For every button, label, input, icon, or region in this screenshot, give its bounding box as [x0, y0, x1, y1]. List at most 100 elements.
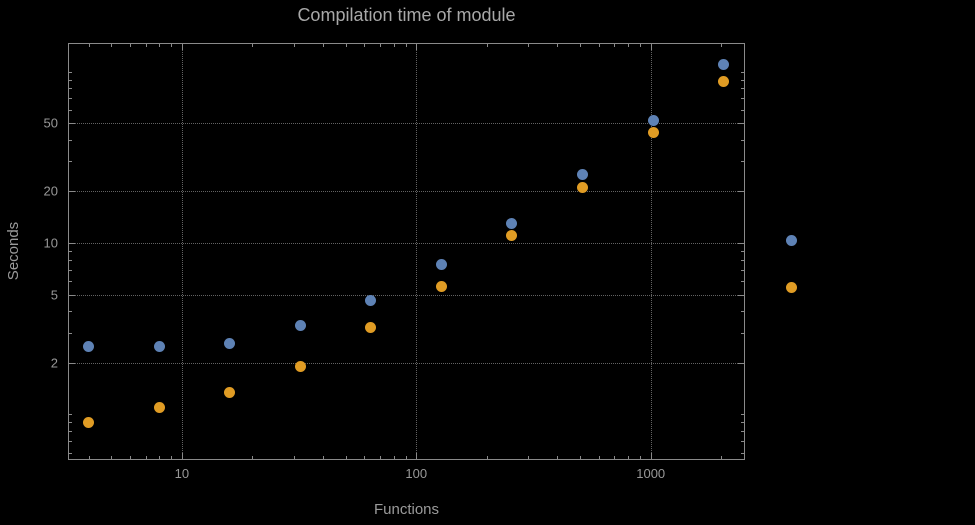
y-tick-mark [741, 431, 744, 433]
y-tick-mark [738, 191, 744, 193]
x-tick-mark [721, 456, 723, 459]
y-tick-mark [741, 332, 744, 334]
x-tick-mark [252, 44, 254, 47]
x-gridline [181, 44, 183, 459]
x-tick-mark [252, 456, 254, 459]
y-tick-mark [69, 259, 72, 261]
x-tick-mark [393, 456, 395, 459]
x-tick-mark [486, 44, 488, 47]
data-point-orange [83, 416, 95, 428]
y-tick-mark [741, 269, 744, 271]
x-tick-mark [171, 44, 173, 47]
x-tick-label: 1000 [636, 466, 666, 481]
x-tick-mark [111, 44, 113, 47]
y-gridline [69, 294, 744, 296]
legend-marker-blue [786, 235, 797, 246]
y-tick-mark [69, 123, 75, 125]
y-tick-mark [741, 88, 744, 90]
y-tick-mark [741, 452, 744, 454]
data-point-orange [224, 386, 236, 398]
x-tick-mark [557, 44, 559, 47]
x-tick-mark [323, 44, 324, 47]
data-point-blue [506, 218, 518, 230]
x-tick-mark [650, 453, 652, 459]
y-tick-mark [69, 431, 72, 433]
x-tick-label: 10 [174, 466, 190, 481]
y-tick-label: 20 [43, 183, 58, 199]
x-tick-mark [364, 44, 366, 47]
x-tick-mark [557, 456, 559, 459]
y-tick-mark [741, 139, 744, 141]
x-tick-mark [293, 456, 295, 459]
x-gridline [416, 44, 418, 459]
x-tick-mark [345, 44, 347, 47]
y-gridline [69, 191, 744, 193]
data-point-orange [647, 127, 659, 139]
x-tick-mark [345, 456, 347, 459]
data-point-blue [365, 295, 377, 307]
plot-area [68, 43, 745, 460]
legend-marker-orange [786, 282, 797, 293]
data-point-blue [153, 340, 165, 352]
y-tick-mark [741, 71, 744, 73]
x-tick-label: 100 [405, 466, 428, 481]
x-tick-mark [393, 44, 395, 47]
data-point-blue [718, 59, 730, 71]
x-tick-mark [627, 456, 629, 459]
y-gridline [69, 243, 744, 245]
data-point-orange [153, 401, 165, 413]
y-tick-mark [69, 269, 72, 271]
x-tick-mark [159, 456, 161, 459]
y-tick-mark [741, 98, 744, 100]
x-tick-mark [323, 456, 324, 459]
x-tick-mark [639, 456, 641, 459]
x-tick-mark [88, 44, 90, 47]
x-tick-mark [650, 44, 652, 50]
y-tick-mark [69, 109, 72, 111]
x-tick-mark [614, 456, 616, 459]
x-tick-mark [405, 44, 407, 47]
data-point-orange [294, 361, 306, 373]
x-tick-mark [379, 44, 381, 47]
y-tick-mark [69, 422, 72, 424]
x-tick-mark [129, 44, 131, 47]
y-tick-mark [69, 88, 72, 90]
x-tick-mark [528, 44, 530, 47]
data-point-orange [435, 280, 447, 292]
x-tick-mark [486, 456, 488, 459]
y-tick-mark [69, 332, 72, 334]
y-tick-mark [738, 243, 744, 245]
y-tick-mark [741, 414, 744, 416]
y-tick-mark [741, 109, 744, 111]
x-gridline [650, 44, 652, 459]
y-gridline [69, 362, 744, 364]
x-tick-mark [627, 44, 629, 47]
y-tick-mark [741, 441, 744, 443]
data-point-blue [294, 320, 306, 332]
y-tick-mark [741, 311, 744, 313]
y-tick-mark [69, 362, 75, 364]
x-tick-mark [416, 44, 418, 50]
y-tick-label: 10 [43, 235, 58, 251]
x-tick-mark [171, 456, 173, 459]
data-point-blue [435, 258, 447, 270]
y-tick-mark [738, 123, 744, 125]
data-point-blue [647, 114, 659, 126]
y-tick-mark [741, 259, 744, 261]
x-tick-mark [181, 453, 183, 459]
x-tick-mark [721, 44, 723, 47]
y-tick-mark [69, 71, 72, 73]
y-tick-label: 2 [50, 355, 58, 371]
y-tick-mark [69, 452, 72, 454]
x-tick-mark [580, 456, 582, 459]
x-tick-mark [528, 456, 530, 459]
x-axis-label: Functions [373, 501, 440, 518]
chart-title: Compilation time of module [297, 5, 516, 25]
y-tick-mark [69, 139, 72, 141]
x-tick-mark [364, 456, 366, 459]
x-tick-mark [129, 456, 131, 459]
y-tick-mark [69, 79, 72, 81]
data-point-orange [506, 230, 518, 242]
y-tick-mark [741, 422, 744, 424]
